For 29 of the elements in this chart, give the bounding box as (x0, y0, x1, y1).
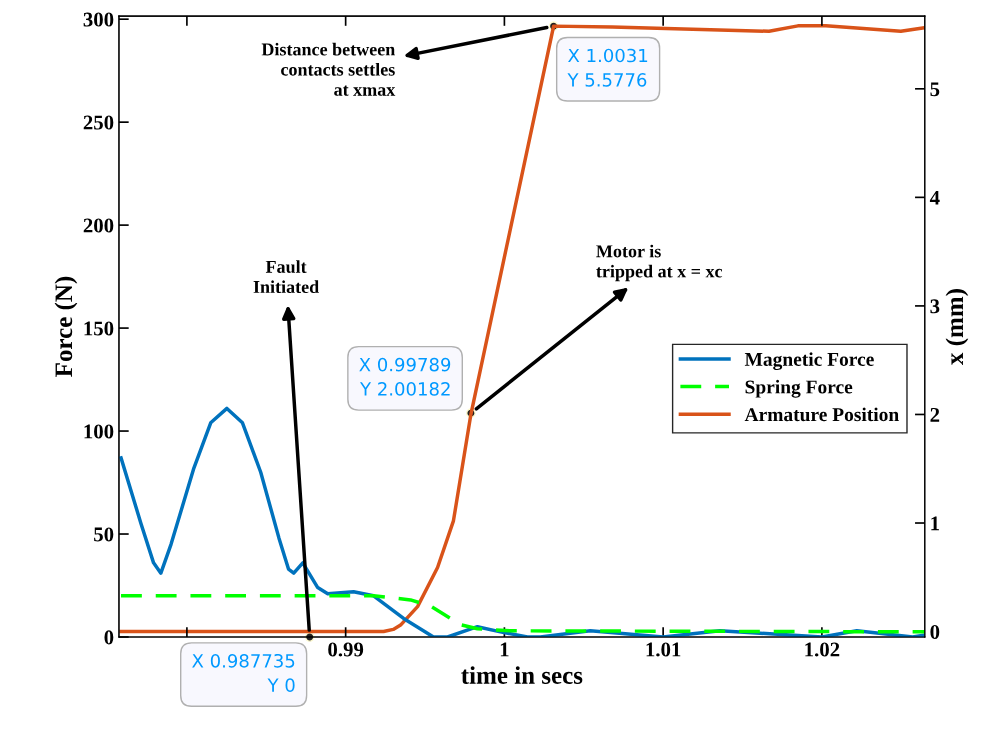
annotation: X 0.99789 Y 2.00182 (359, 357, 451, 396)
y2-tick-label: 2 (930, 407, 940, 422)
x-tick-label: 0.99 (328, 642, 364, 657)
y2-axis-title: x (mm) (945, 289, 969, 365)
annotation: X 0.987735 Y 0 (192, 653, 295, 692)
annotation: Distance between contacts settles at xmax (261, 42, 396, 96)
y2-tick-label: 5 (930, 82, 940, 97)
y-tick-label: 150 (84, 321, 114, 336)
annotation: Motor is tripped at x = xc (596, 244, 723, 282)
y2-tick-label: 4 (929, 190, 940, 205)
y-tick-label: 300 (83, 12, 114, 27)
y-tick-label: 50 (94, 527, 114, 542)
y-tick-label: 100 (84, 424, 114, 439)
y-axis-title: Force (N) (54, 276, 78, 377)
legend-label: Spring Force (745, 379, 853, 398)
y2-tick-label: 3 (930, 299, 940, 314)
y-tick-label: 0 (104, 630, 114, 645)
x-tick-label: 1 (500, 642, 509, 657)
y2-tick-label: 0 (930, 624, 940, 639)
annotation: X 1.0031 Y 5.5776 (567, 48, 648, 87)
x-tick-label: 1.02 (805, 642, 840, 657)
x-tick-label: 1.01 (646, 642, 681, 657)
x-axis-title: time in secs (461, 666, 583, 684)
y2-tick-label: 1 (931, 516, 939, 531)
annotation: Fault Initiated (253, 260, 319, 294)
y-tick-label: 250 (83, 115, 114, 130)
y-tick-label: 200 (83, 218, 114, 233)
legend-label: Magnetic Force (744, 352, 874, 371)
legend-label: Armature Position (744, 407, 899, 422)
